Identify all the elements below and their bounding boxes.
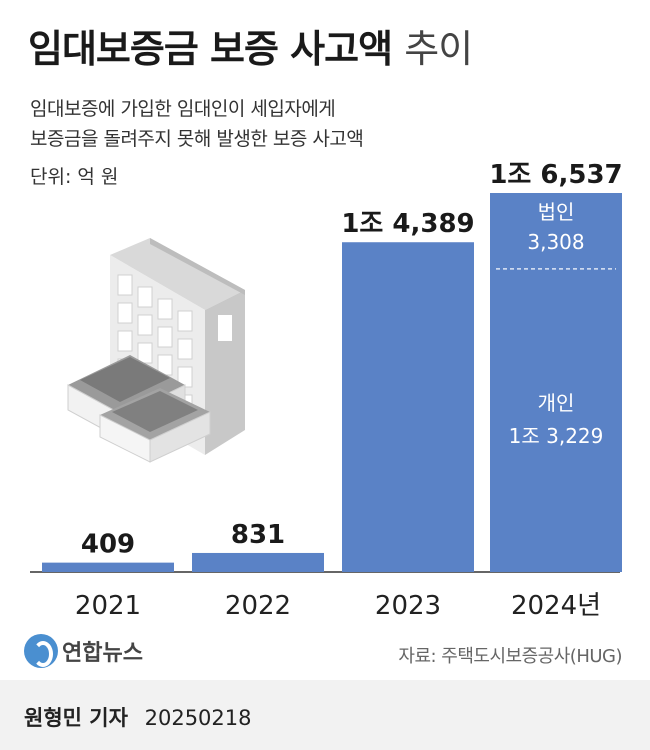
page-title: 임대보증금 보증 사고액 추이 xyxy=(28,18,473,73)
source-label: 자료: 주택도시보증공사(HUG) xyxy=(398,646,622,667)
bar-value-label-3: 1조 6,537 xyxy=(489,160,622,190)
segment-label-corp: 법인 xyxy=(538,200,575,224)
bar-0 xyxy=(42,562,174,572)
segment-value-indiv: 1조 3,229 xyxy=(509,424,604,448)
x-tick-label-3: 2024년 xyxy=(511,591,601,621)
yonhap-logo-icon xyxy=(24,634,58,668)
building-money-illustration xyxy=(67,238,245,463)
reporter: 원형민 기자 20250218 xyxy=(24,702,252,732)
segment-value-corp: 3,308 xyxy=(527,230,584,254)
logo-text: 연합뉴스 xyxy=(62,641,143,666)
subtitle: 임대보증에 가입한 임대인이 세입자에게 보증금을 돌려주지 못해 발생한 보증… xyxy=(30,94,364,154)
bar-value-label-1: 831 xyxy=(231,520,285,550)
x-tick-label-1: 2022 xyxy=(225,591,291,621)
bar-value-label-2: 1조 4,389 xyxy=(341,209,474,239)
bar-chart: 409 2021 831 2022 1조 4,389 2023 1조 6,537 2024년 법… xyxy=(30,160,623,621)
title-thin: 추이 xyxy=(404,27,473,71)
subtitle-line-1: 임대보증에 가입한 임대인이 세입자에게 xyxy=(30,98,336,120)
bar-1 xyxy=(192,552,324,572)
footer-bar xyxy=(0,680,650,750)
x-tick-label-0: 2021 xyxy=(75,591,141,621)
x-tick-label-2: 2023 xyxy=(375,591,441,621)
subtitle-line-2: 보증금을 돌려주지 못해 발생한 보증 사고액 xyxy=(30,128,364,150)
logo: 연합뉴스 xyxy=(24,634,143,668)
bar-2 xyxy=(342,242,474,572)
bar-3 xyxy=(490,193,622,572)
unit-label: 단위: 억 원 xyxy=(30,166,119,188)
segment-label-indiv: 개인 xyxy=(538,391,575,415)
reporter-name: 원형민 기자 xyxy=(24,706,128,730)
bar-value-label-0: 409 xyxy=(81,530,135,560)
reporter-date: 20250218 xyxy=(144,706,252,730)
title-bold: 임대보증금 보증 사고액 xyxy=(28,27,393,71)
